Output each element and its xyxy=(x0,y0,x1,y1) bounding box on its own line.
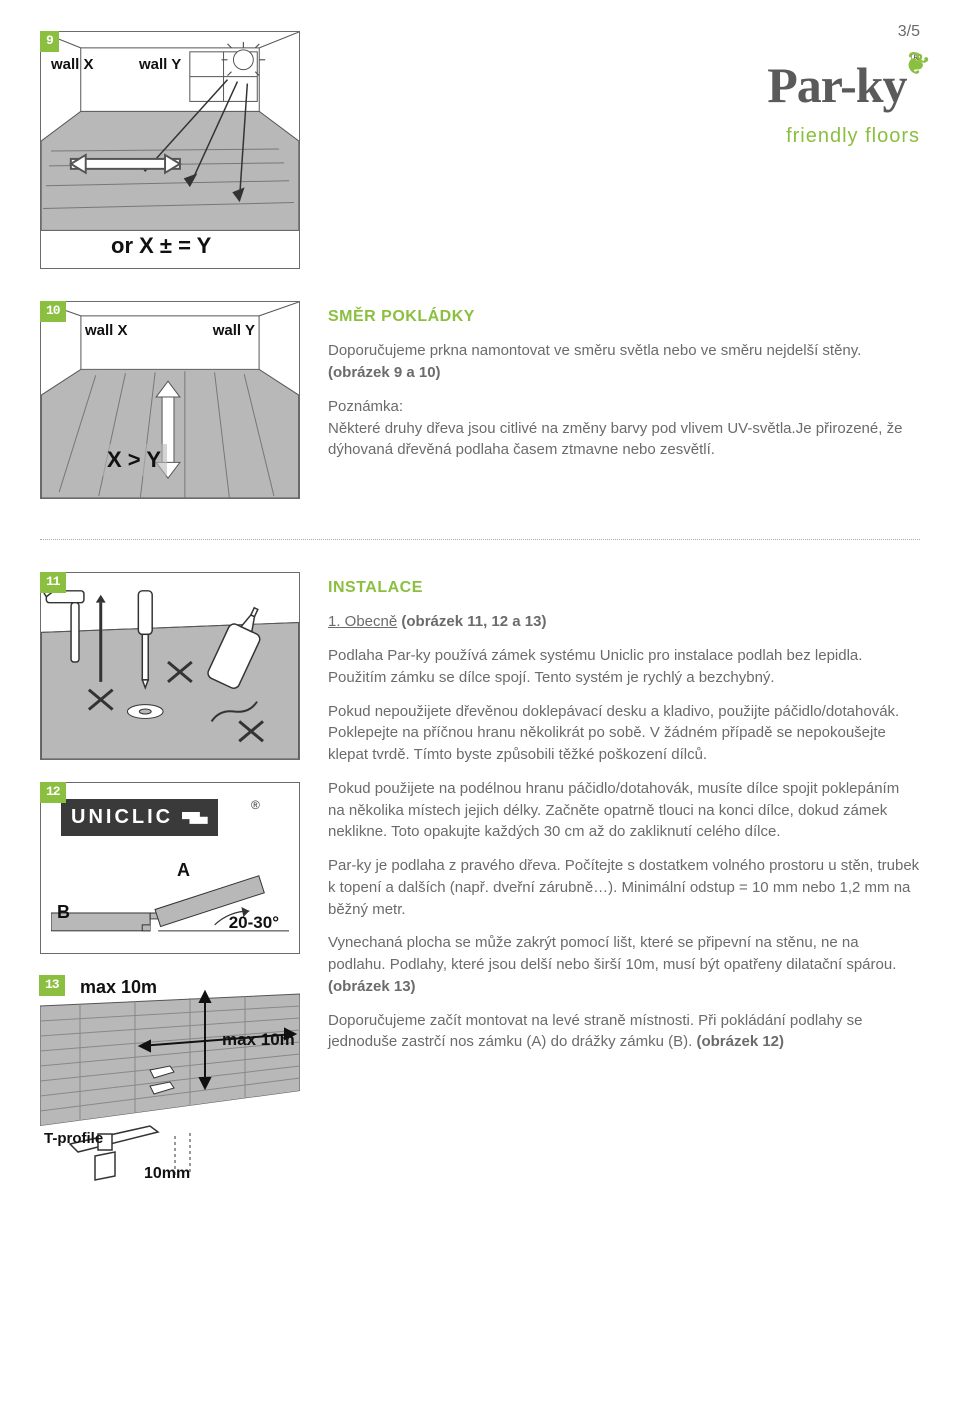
figure-number-12: 12 xyxy=(40,782,66,803)
figure-number-13: 13 xyxy=(39,975,65,996)
section-direction-title: SMĚR POKLÁDKY xyxy=(328,305,920,328)
install-p1: Podlaha Par-ky používá zámek systému Uni… xyxy=(328,645,920,689)
install-p6: Doporučujeme začít montovat na levé stra… xyxy=(328,1010,920,1054)
fig12-label-B: B xyxy=(57,899,70,925)
fig13-max10m-h: max 10m xyxy=(222,1028,295,1053)
fig12-label-A: A xyxy=(177,857,190,883)
install-subtitle: 1. Obecně (obrázek 11, 12 a 13) xyxy=(328,611,920,633)
fig9-wall-x: wall X xyxy=(51,54,94,76)
fig13-gap: 10mm xyxy=(144,1162,190,1185)
fig9-caption: or X ± = Y xyxy=(111,230,211,262)
figure-13: 13 xyxy=(40,976,300,1182)
fig10-condition: X > Y xyxy=(101,444,167,476)
fig10-wall-y: wall Y xyxy=(213,320,255,342)
uniclic-registered-icon: ® xyxy=(251,797,260,814)
install-p4: Par-ky je podlaha z pravého dřeva. Počít… xyxy=(328,855,920,920)
fig9-wall-y: wall Y xyxy=(139,54,181,76)
figure-number-11: 11 xyxy=(40,572,66,593)
figure-9: 9 xyxy=(40,31,300,269)
leaf-icon: ❦ xyxy=(896,42,934,88)
fig10-wall-x: wall X xyxy=(85,320,128,342)
direction-note: Poznámka:Některé druhy dřeva jsou citliv… xyxy=(328,396,920,461)
install-p3: Pokud použijete na podélnou hranu páčidl… xyxy=(328,778,920,843)
fig13-max10m-v: max 10m xyxy=(80,974,157,1000)
install-p2: Pokud nepoužijete dřevěnou doklepávací d… xyxy=(328,701,920,766)
fig13-tprofile: T-profile xyxy=(44,1128,103,1150)
brand-logo: Par-ky❦® friendly floors xyxy=(328,49,920,151)
figure-number-9: 9 xyxy=(40,31,59,52)
figure-10: 10 xyxy=(40,301,300,499)
logo-text: Par-ky xyxy=(767,57,906,113)
uniclic-logo: UNICLIC xyxy=(61,799,218,836)
fig12-angle: 20-30° xyxy=(229,911,279,936)
logo-subtitle: friendly floors xyxy=(328,122,920,151)
figure-12: 12 UNICLIC ® xyxy=(40,782,300,954)
install-p5: Vynechaná plocha se může zakrýt pomocí l… xyxy=(328,932,920,997)
section-install-title: INSTALACE xyxy=(328,576,920,599)
separator xyxy=(40,539,920,540)
direction-p1: Doporučujeme prkna namontovat ve směru s… xyxy=(328,340,920,384)
figure-11: 11 xyxy=(40,572,300,760)
figure-number-10: 10 xyxy=(40,301,66,322)
